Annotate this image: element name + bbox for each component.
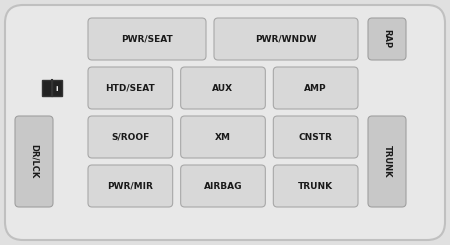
Text: RAP: RAP: [382, 29, 392, 49]
FancyBboxPatch shape: [273, 67, 358, 109]
FancyBboxPatch shape: [88, 18, 206, 60]
Text: CNSTR: CNSTR: [299, 133, 333, 142]
FancyBboxPatch shape: [180, 165, 266, 207]
FancyBboxPatch shape: [180, 67, 266, 109]
FancyBboxPatch shape: [273, 116, 358, 158]
Text: AUX: AUX: [212, 84, 234, 93]
Text: XM: XM: [215, 133, 231, 142]
FancyBboxPatch shape: [88, 116, 173, 158]
Text: PWR/SEAT: PWR/SEAT: [121, 35, 173, 44]
Text: TRUNK: TRUNK: [382, 145, 392, 178]
FancyBboxPatch shape: [180, 116, 266, 158]
Text: AIRBAG: AIRBAG: [204, 182, 242, 191]
FancyBboxPatch shape: [368, 18, 406, 60]
FancyBboxPatch shape: [368, 116, 406, 207]
FancyBboxPatch shape: [52, 80, 62, 96]
Text: S/ROOF: S/ROOF: [111, 133, 149, 142]
Text: TRUNK: TRUNK: [298, 182, 333, 191]
Text: AMP: AMP: [304, 84, 327, 93]
Text: PWR/MIR: PWR/MIR: [108, 182, 153, 191]
FancyBboxPatch shape: [15, 116, 53, 207]
FancyBboxPatch shape: [214, 18, 358, 60]
Text: DR/LCK: DR/LCK: [30, 144, 39, 179]
FancyBboxPatch shape: [88, 67, 173, 109]
FancyBboxPatch shape: [42, 80, 52, 96]
FancyBboxPatch shape: [88, 165, 173, 207]
Text: i: i: [56, 86, 58, 92]
FancyBboxPatch shape: [273, 165, 358, 207]
Text: PWR/WNDW: PWR/WNDW: [255, 35, 317, 44]
Text: HTD/SEAT: HTD/SEAT: [105, 84, 155, 93]
FancyBboxPatch shape: [5, 5, 445, 240]
